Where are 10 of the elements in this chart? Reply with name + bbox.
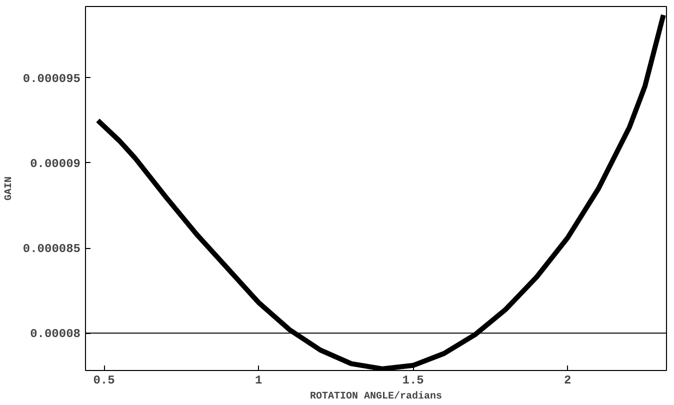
- y-tick-label: 0.000095: [22, 72, 80, 86]
- x-axis-title: ROTATION ANGLE/radians: [310, 390, 442, 402]
- y-axis-title: GAIN: [4, 176, 15, 200]
- y-tick-label: 0.00009: [30, 156, 81, 171]
- x-tick-label: 0.5: [93, 374, 115, 388]
- y-tick-label: 0.00008: [30, 327, 81, 342]
- x-tick-label: 2: [564, 374, 572, 388]
- y-tick-label: 0.000085: [22, 242, 80, 256]
- x-tick-label: 1.5: [402, 374, 424, 388]
- x-tick-label: 1: [254, 374, 262, 388]
